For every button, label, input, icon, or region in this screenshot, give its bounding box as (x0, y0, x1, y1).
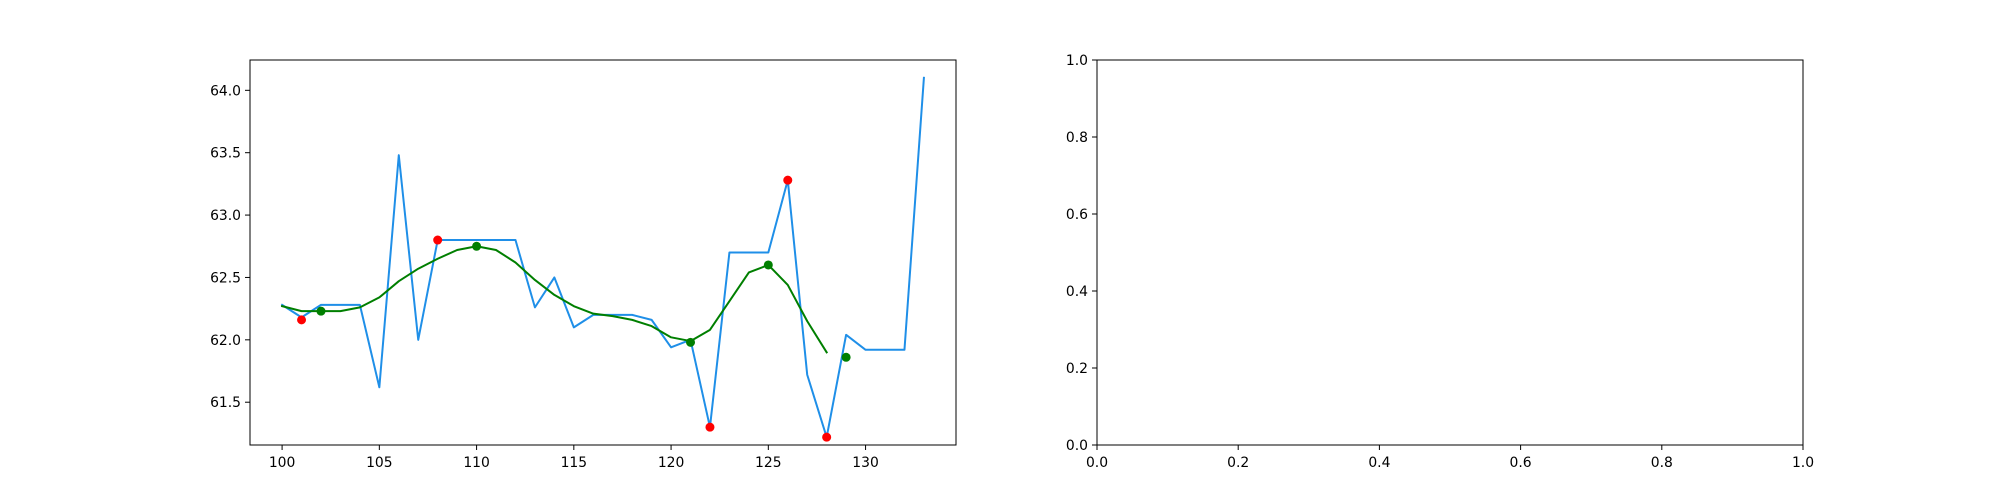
y-tick-label: 1.0 (1066, 53, 1088, 69)
left-chart-panel: 100 105 110 115 120 125 130 61.5 62.0 62.5 63.0 63.… (210, 59, 957, 471)
x-tick-label: 100 (269, 455, 296, 471)
x-tick-label: 1.0 (1792, 455, 1814, 471)
scatter-point-3-0 (316, 306, 326, 316)
x-tick-label: 0.8 (1651, 455, 1673, 471)
y-tick-label: 64.0 (210, 83, 241, 99)
scatter-point-3-2 (686, 337, 696, 347)
right-chart-panel: 0.0 0.2 0.4 0.6 0.8 1.0 0.0 0.2 0.4 0.6 0.8 1.0 (1066, 53, 1814, 471)
x-tick-label: 110 (463, 455, 490, 471)
y-tick-label: 0.8 (1066, 130, 1088, 146)
scatter-point-2-2 (705, 422, 715, 432)
x-tick-label: 120 (658, 455, 685, 471)
x-tick-label: 115 (561, 455, 588, 471)
x-tick-label: 0.2 (1227, 455, 1249, 471)
scatter-point-2-1 (433, 235, 443, 245)
scatter-point-3-1 (472, 241, 482, 251)
x-tick-label: 130 (852, 455, 879, 471)
x-tick-label: 0.0 (1086, 455, 1108, 471)
y-tick-label: 0.2 (1066, 361, 1088, 377)
y-tick-label: 63.0 (210, 208, 241, 224)
scatter-point-2-0 (297, 315, 307, 325)
x-tick-label: 0.4 (1368, 455, 1390, 471)
y-tick-label: 61.5 (210, 395, 241, 411)
scatter-point-3-3 (763, 260, 773, 270)
y-tick-label: 0.4 (1066, 284, 1088, 300)
scatter-point-3-4 (841, 352, 851, 362)
x-tick-label: 105 (366, 455, 393, 471)
scatter-point-2-3 (783, 175, 793, 185)
y-tick-label: 0.6 (1066, 207, 1088, 223)
y-tick-label: 62.0 (210, 333, 241, 349)
x-tick-label: 0.6 (1510, 455, 1532, 471)
scatter-point-2-4 (822, 432, 832, 442)
y-tick-label: 62.5 (210, 270, 241, 286)
y-tick-label: 63.5 (210, 146, 241, 162)
axes-frame (249, 59, 957, 446)
axes-frame (1096, 59, 1804, 446)
plot-area (280, 76, 925, 442)
x-tick-label: 125 (755, 455, 782, 471)
series-line-1 (280, 245, 829, 354)
y-tick-label: 0.0 (1066, 438, 1088, 454)
